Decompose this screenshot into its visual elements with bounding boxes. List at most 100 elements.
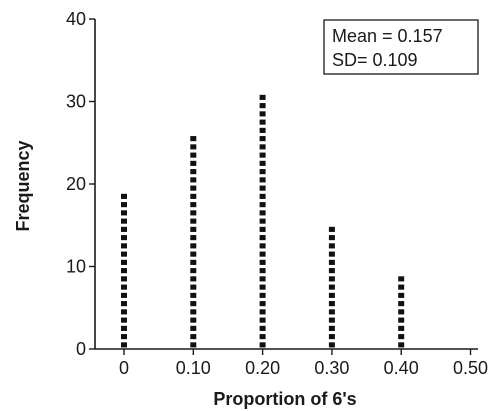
data-dot: [259, 268, 266, 274]
data-dot: [190, 317, 197, 323]
data-dot: [328, 334, 335, 340]
data-dot: [121, 259, 127, 265]
data-dot: [121, 235, 127, 241]
data-dot: [259, 276, 266, 282]
dot-stack: [190, 136, 197, 348]
data-dot: [259, 259, 266, 265]
data-dot: [121, 193, 127, 199]
data-dot: [190, 259, 197, 265]
data-dot: [121, 210, 127, 216]
data-dot: [328, 301, 335, 307]
data-dot: [259, 94, 266, 100]
data-dot: [190, 268, 197, 274]
data-dot: [121, 202, 127, 208]
data-dot: [190, 325, 197, 331]
data-dot: [121, 251, 127, 257]
data-dot: [259, 202, 266, 208]
data-dot: [190, 169, 197, 175]
y-axis: 0 10 20 30 40: [66, 9, 96, 359]
data-dot: [121, 334, 127, 340]
data-dot: [190, 235, 197, 241]
data-dot: [259, 111, 266, 117]
mean-annotation: Mean = 0.157: [332, 26, 443, 46]
dot-stack: [398, 276, 405, 348]
data-dot: [328, 251, 335, 257]
data-dot: [259, 160, 266, 166]
x-tick-label: 0: [119, 358, 129, 378]
data-dot: [259, 235, 266, 241]
data-dot: [259, 218, 266, 224]
data-dot: [121, 317, 127, 323]
data-dot: [259, 177, 266, 183]
data-dot: [190, 342, 197, 348]
data-dot: [190, 193, 197, 199]
data-dot: [190, 309, 197, 315]
sd-annotation: SD= 0.109: [332, 50, 418, 70]
y-tick-label: 20: [66, 174, 86, 194]
data-dot: [259, 193, 266, 199]
data-dot: [190, 152, 197, 158]
data-dot: [328, 309, 335, 315]
data-dot: [328, 259, 335, 265]
data-dot: [190, 185, 197, 191]
data-dot: [259, 226, 266, 232]
x-tick-label: 0.10: [176, 358, 211, 378]
data-dot: [328, 317, 335, 323]
data-dot: [190, 276, 197, 282]
data-dot: [190, 243, 197, 249]
data-dot: [259, 284, 266, 290]
y-tick-label: 30: [66, 92, 86, 112]
data-dot: [259, 210, 266, 216]
data-dot: [398, 292, 405, 298]
x-tick-label: 0.40: [384, 358, 419, 378]
stats-box-frame: [323, 19, 479, 75]
data-dot: [259, 144, 266, 150]
data-dot: [259, 309, 266, 315]
y-tick-label: 0: [76, 339, 86, 359]
plot-marks: [121, 94, 405, 348]
data-dot: [259, 334, 266, 340]
data-dot: [121, 268, 127, 274]
data-dot: [398, 284, 405, 290]
data-dot: [190, 334, 197, 340]
data-dot: [259, 185, 266, 191]
data-dot: [121, 325, 127, 331]
data-dot: [259, 243, 266, 249]
data-dot: [328, 325, 335, 331]
data-dot: [190, 177, 197, 183]
data-dot: [121, 301, 127, 307]
data-dot: [259, 342, 266, 348]
data-dot: [398, 309, 405, 315]
data-dot: [190, 226, 197, 232]
data-dot: [190, 210, 197, 216]
data-dot: [121, 309, 127, 315]
y-axis-title: Frequency: [13, 140, 33, 231]
data-dot: [328, 292, 335, 298]
data-dot: [259, 317, 266, 323]
y-tick-label: 10: [66, 257, 86, 277]
data-dot: [328, 235, 335, 241]
data-dot: [190, 160, 197, 166]
data-dot: [259, 325, 266, 331]
data-dot: [121, 276, 127, 282]
data-dot: [398, 325, 405, 331]
data-dot: [259, 292, 266, 298]
data-dot: [328, 284, 335, 290]
data-dot: [328, 243, 335, 249]
data-dot: [190, 202, 197, 208]
data-dot: [121, 342, 127, 348]
data-dot: [259, 251, 266, 257]
data-dot: [190, 251, 197, 257]
stats-box: Mean = 0.157 SD= 0.109: [323, 19, 479, 75]
data-dot: [190, 144, 197, 150]
data-dot: [121, 284, 127, 290]
data-dot: [259, 169, 266, 175]
x-axis-title: Proportion of 6's: [213, 389, 356, 409]
data-dot: [259, 301, 266, 307]
dot-stack: [121, 193, 127, 348]
data-dot: [259, 127, 266, 133]
data-dot: [328, 342, 335, 348]
data-dot: [190, 284, 197, 290]
data-dot: [398, 276, 405, 282]
